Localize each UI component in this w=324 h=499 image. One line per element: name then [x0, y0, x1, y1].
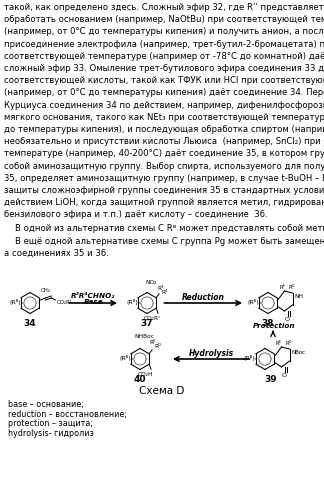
Text: Protection: Protection — [253, 322, 295, 328]
Text: (Rᴮ)ₙ: (Rᴮ)ₙ — [10, 299, 24, 305]
Text: мягкого основания, такого как NEt₃ при соответствующей температуре (например, от: мягкого основания, такого как NEt₃ при с… — [4, 113, 324, 122]
Text: CO₂R': CO₂R' — [56, 299, 72, 304]
Text: такой, как определено здесь. Сложный эфир 32, где Rʹʹ представляет собой алкил, : такой, как определено здесь. Сложный эфи… — [4, 3, 324, 12]
Text: 34: 34 — [24, 318, 36, 327]
Text: соответствующей температуре (например от -78°C до комнатной) даёт допустимый: соответствующей температуре (например от… — [4, 52, 324, 61]
Text: 37: 37 — [141, 319, 153, 328]
Text: необязательно и присутствии кислоты Льюиса  (например, SnCl₂) при более высокой: необязательно и присутствии кислоты Льюи… — [4, 137, 324, 146]
Text: (Rᴮ)ₙ: (Rᴮ)ₙ — [120, 355, 134, 361]
Text: R⁴: R⁴ — [161, 289, 168, 294]
Text: собой аминозащитную группу. Выбор спирта, используемого для получения соединения: собой аминозащитную группу. Выбор спирта… — [4, 162, 324, 171]
Text: NH: NH — [295, 294, 304, 299]
Text: NBoc: NBoc — [292, 350, 306, 355]
Text: Rᴰ: Rᴰ — [154, 344, 161, 349]
Text: NHBoc: NHBoc — [134, 334, 154, 339]
Text: CH₂: CH₂ — [40, 288, 51, 293]
Text: CO₂R': CO₂R' — [144, 315, 160, 320]
Text: O: O — [285, 317, 290, 322]
Text: сложный эфир 33. Омыление трет-бутилового эфира соединения 33 действием: сложный эфир 33. Омыление трет-бутиловог… — [4, 64, 324, 73]
Text: бензилового эфира и т.п.) даёт кислоту – соединение  36.: бензилового эфира и т.п.) даёт кислоту –… — [4, 211, 268, 220]
Text: (Rᴮ)ₙ: (Rᴮ)ₙ — [244, 355, 258, 361]
Text: Rᴱ: Rᴱ — [149, 340, 156, 345]
Text: Схема D: Схема D — [139, 386, 185, 396]
Text: R³R⁴CHNO₂: R³R⁴CHNO₂ — [71, 293, 115, 299]
Text: 39: 39 — [265, 375, 277, 384]
Text: base – основание;: base – основание; — [8, 400, 84, 409]
Text: 40: 40 — [134, 376, 146, 385]
Text: а соединениях 35 и 36.: а соединениях 35 и 36. — [4, 249, 109, 258]
Text: температуре (например, 40-200°C) даёт соединение 35, в котором группа Pg предста: температуре (например, 40-200°C) даёт со… — [4, 149, 324, 158]
Text: (Rᴮ)ₙ: (Rᴮ)ₙ — [248, 299, 262, 305]
Text: 38: 38 — [262, 318, 274, 327]
Text: Rᴱ: Rᴱ — [275, 341, 282, 346]
Text: Rᴰ: Rᴰ — [285, 341, 292, 346]
Text: соответствующей кислоты, такой как ТФУК или HCl при соответствующей температуре: соответствующей кислоты, такой как ТФУК … — [4, 76, 324, 85]
Text: действием LiOH, когда защитной группой является метил, гидрированием в случае: действием LiOH, когда защитной группой я… — [4, 198, 324, 207]
Text: hydrolysis- гидролиз: hydrolysis- гидролиз — [8, 430, 94, 439]
Text: protection – защита;: protection – защита; — [8, 420, 93, 429]
Text: защиты сложноэфирной группы соединения 35 в стандартных условиях (например,: защиты сложноэфирной группы соединения 3… — [4, 186, 324, 195]
Text: (Rᴮ)ₙ: (Rᴮ)ₙ — [127, 299, 141, 305]
Text: R³: R³ — [157, 285, 164, 290]
Text: В одной из альтернатив схемы C Rᴮ может представлять собой метил, H или F.: В одной из альтернатив схемы C Rᴮ может … — [4, 224, 324, 233]
Text: (например, от 0°C до температуры кипения) и получить анион, а последующее: (например, от 0°C до температуры кипения… — [4, 27, 324, 36]
Text: Rᴰ: Rᴰ — [288, 285, 295, 290]
Text: Base: Base — [84, 299, 103, 305]
Text: O: O — [282, 373, 287, 378]
Text: Hydrolysis: Hydrolysis — [189, 349, 234, 358]
Text: Курциуса соединения 34 по действием, например, дифенилфосфорозидата в присутстви: Курциуса соединения 34 по действием, нап… — [4, 101, 324, 110]
Text: reduction – восстановление;: reduction – восстановление; — [8, 410, 127, 419]
Text: Rᴱ: Rᴱ — [280, 285, 285, 290]
Text: присоединение электрофила (например, трет-бутил-2-бромацетата) при: присоединение электрофила (например, тре… — [4, 39, 324, 48]
Text: В ещё одной альтернативе схемы C группа Pg может быть замещена радикалом R⁷: В ещё одной альтернативе схемы C группа … — [4, 237, 324, 246]
Text: (например, от 0°C до температуры кипения) даёт соединение 34. Перегруппировка: (например, от 0°C до температуры кипения… — [4, 88, 324, 97]
Text: обработать основанием (например, NaOtBu) при соответствующей температуре: обработать основанием (например, NaOtBu)… — [4, 15, 324, 24]
Text: 35, определяет аминозащитную группу (например, в случае t-BuOH – Boc-амин). Снят: 35, определяет аминозащитную группу (нап… — [4, 174, 324, 183]
Text: Reduction: Reduction — [182, 293, 225, 302]
Text: CO₂H: CO₂H — [137, 371, 153, 377]
Text: NO₂: NO₂ — [145, 279, 157, 284]
Text: до температуры кипения), и последующая обработка спиртом (например, t-BuOH),: до температуры кипения), и последующая о… — [4, 125, 324, 134]
